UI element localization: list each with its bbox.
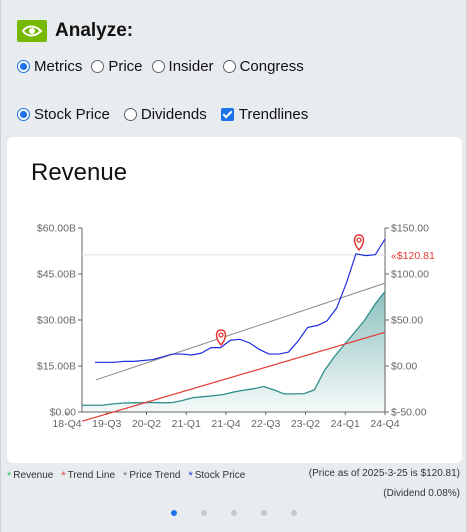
chart-options: Stock Price Dividends Trendlines (17, 106, 317, 123)
tab-metrics[interactable]: Metrics (17, 58, 82, 75)
chart-title: Revenue (31, 159, 128, 186)
radio-dividends[interactable] (123, 108, 137, 121)
map-pin-icon (353, 234, 365, 252)
legend-trend-line-star: * (61, 469, 66, 482)
price-as-of-note: (Price as of 2025-3-25 is $120.81) (308, 468, 460, 479)
x-tick-label: 19-Q3 (92, 418, 121, 430)
option-dividends[interactable]: Dividends (123, 106, 207, 123)
pagination-dots (171, 510, 297, 516)
page-dot-3[interactable] (231, 510, 237, 516)
radio-price[interactable] (91, 60, 105, 73)
tab-congress-label: Congress (239, 58, 304, 75)
chart-card: Revenue $0.00 $15.00B $30.00B $45.00B $60.00… (7, 137, 462, 463)
checkbox-trendlines[interactable] (220, 108, 234, 121)
left-tick-label: $15.00B (37, 361, 76, 373)
legend-stock-price-star: * (188, 469, 193, 482)
legend-price-trend-label: Price Trend (129, 470, 181, 481)
view-tabs: Metrics Price Insider Congress (17, 58, 313, 75)
x-tick-label: 21-Q1 (172, 418, 201, 430)
left-tick-label: $30.00B (37, 315, 76, 327)
legend-trend-line-label: Trend Line (67, 470, 116, 481)
x-tick-label: 24-Q4 (370, 418, 399, 430)
radio-congress[interactable] (222, 60, 236, 73)
right-tick-label: $100.00 (391, 269, 429, 281)
stock-price-line (95, 238, 386, 363)
x-tick-label: 20-Q2 (132, 418, 161, 430)
analyze-header: Analyze: (17, 18, 133, 44)
revenue-line (82, 291, 386, 406)
legend-revenue-label: Revenue (13, 470, 54, 481)
option-trendlines-label: Trendlines (238, 106, 309, 123)
right-tick-label: $150.00 (391, 223, 429, 235)
tab-insider[interactable]: Insider (151, 58, 214, 75)
analyze-title: Analyze: (55, 20, 134, 41)
current-price-label: «$120.81 (391, 250, 435, 262)
left-tick-label: $60.00B (37, 223, 76, 235)
tab-price[interactable]: Price (91, 58, 143, 75)
right-tick-label: $0.00 (391, 361, 417, 373)
page-dot-4[interactable] (261, 510, 267, 516)
legend-revenue: * Revenue (7, 470, 53, 481)
option-stock-price-label: Stock Price (34, 106, 110, 123)
x-tick-label: 24-Q1 (331, 418, 360, 430)
legend-price-trend: * Price Trend (123, 470, 180, 481)
x-tick-label: 23-Q2 (291, 418, 320, 430)
price-trend-line (95, 282, 386, 381)
page-dot-2[interactable] (201, 510, 207, 516)
map-pin-dot (218, 332, 224, 338)
radio-metrics[interactable] (17, 60, 30, 73)
x-tick-label: 21-Q4 (211, 418, 240, 430)
revenue-area (82, 291, 385, 412)
left-tick-label: $0.00 (50, 407, 76, 419)
chart-legend: * Revenue * Trend Line * Price Trend * S… (7, 470, 245, 481)
page-dot-5[interactable] (291, 510, 297, 516)
tab-insider-label: Insider (168, 58, 214, 75)
x-tick-label: 18-Q4 (52, 418, 81, 430)
revenue-chart[interactable]: $0.00 $15.00B $30.00B $45.00B $60.00B $-50.00… (7, 137, 462, 463)
left-tick-label: $45.00B (37, 269, 76, 281)
trend-line (81, 331, 386, 422)
right-tick-label: $-50.00 (391, 407, 427, 419)
legend-revenue-star: * (7, 469, 12, 482)
tab-metrics-label: Metrics (34, 58, 83, 75)
legend-stock-price-label: Stock Price (194, 470, 246, 481)
map-pin-dot (356, 237, 362, 243)
option-stock-price[interactable]: Stock Price (17, 106, 110, 123)
option-trendlines[interactable]: Trendlines (220, 106, 309, 123)
tab-price-label: Price (108, 58, 143, 75)
legend-trend-line: * Trend Line (61, 470, 115, 481)
map-pin-icon (215, 329, 227, 347)
tab-congress[interactable]: Congress (222, 58, 304, 75)
radio-insider[interactable] (151, 60, 165, 73)
radio-stock-price[interactable] (17, 108, 30, 121)
legend-price-trend-star: * (123, 469, 128, 482)
option-dividends-label: Dividends (140, 106, 207, 123)
dividend-note: (Dividend 0.08%) (383, 488, 460, 499)
x-tick-label: 22-Q3 (251, 418, 280, 430)
legend-stock-price: * Stock Price (188, 470, 245, 481)
page-dot-1[interactable] (171, 510, 177, 516)
right-tick-label: $50.00 (391, 315, 423, 327)
nvidia-logo-icon (17, 20, 47, 42)
